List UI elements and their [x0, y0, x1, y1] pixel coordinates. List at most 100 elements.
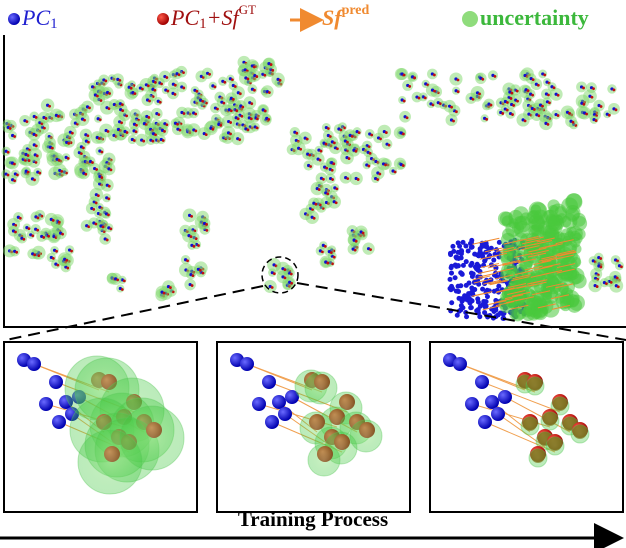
point [37, 254, 41, 258]
flow-arrow [495, 288, 514, 294]
point [498, 390, 512, 404]
point [547, 93, 550, 97]
point [13, 135, 17, 138]
point [488, 277, 494, 283]
point [96, 194, 100, 198]
point [476, 281, 482, 287]
zoom-panel [429, 341, 624, 513]
uncertainty-halo [511, 221, 525, 234]
point [49, 375, 63, 389]
flow-arrow [487, 263, 507, 269]
point [15, 250, 19, 254]
point [326, 127, 330, 130]
point [36, 216, 40, 220]
point [361, 231, 365, 235]
point [190, 284, 194, 287]
flow-arrow [520, 235, 539, 241]
point [272, 395, 286, 409]
point [91, 161, 94, 164]
point [609, 281, 613, 284]
point [269, 63, 273, 66]
point [50, 146, 54, 150]
point [478, 415, 492, 429]
flow-arrow [482, 305, 501, 311]
flow-arrow [496, 246, 515, 252]
flow-arrow [544, 243, 563, 249]
point [585, 112, 589, 116]
point [246, 77, 250, 81]
point [88, 106, 91, 110]
zoom-circle [261, 256, 299, 294]
uncertainty-halo [304, 371, 338, 405]
uncertainty-halo [501, 228, 515, 241]
point [599, 105, 603, 108]
point [523, 119, 527, 123]
flow-arrow [557, 263, 576, 269]
point [238, 92, 242, 96]
point [194, 112, 198, 116]
point [331, 178, 334, 181]
point [478, 92, 481, 96]
point [599, 257, 603, 260]
point [240, 357, 254, 371]
point [14, 230, 17, 234]
point [6, 173, 10, 177]
point [166, 89, 170, 93]
point [27, 227, 31, 231]
point [229, 109, 233, 113]
point [95, 94, 99, 98]
point [496, 283, 502, 289]
uncertainty-halo [529, 224, 542, 237]
point [252, 65, 256, 69]
point [378, 172, 382, 176]
point [469, 274, 475, 280]
point [134, 130, 138, 134]
uncertainty-halo [77, 429, 143, 495]
point [252, 397, 266, 411]
point [57, 220, 61, 224]
point [463, 243, 469, 249]
point-cloud [1, 55, 624, 322]
point [26, 154, 30, 157]
point [92, 208, 96, 211]
point [350, 135, 354, 138]
point [480, 286, 486, 292]
point [122, 279, 126, 283]
point [265, 415, 279, 429]
point [289, 272, 293, 276]
point [34, 133, 38, 137]
flow-arrow [494, 297, 513, 303]
point [107, 213, 110, 217]
point [455, 110, 458, 114]
point [465, 397, 479, 411]
point [455, 240, 461, 246]
point [449, 263, 455, 269]
flow-arrow [557, 251, 576, 257]
point [27, 357, 41, 371]
flow-arrow [510, 304, 529, 310]
point [458, 248, 464, 254]
flow-arrow [525, 236, 544, 242]
point [121, 109, 125, 113]
point [146, 84, 150, 88]
point [449, 300, 455, 306]
point [369, 248, 372, 252]
point [330, 168, 334, 172]
point [33, 178, 36, 182]
point [552, 86, 556, 90]
flow-arrow [527, 279, 546, 285]
flow-arrow [545, 282, 565, 288]
point [526, 89, 530, 93]
legend-label: PC1+SfGT [170, 2, 256, 32]
point [109, 168, 113, 172]
point [474, 308, 480, 314]
point [153, 81, 157, 84]
uncertainty-halo [554, 206, 566, 218]
point [485, 117, 489, 121]
flow-arrow [521, 245, 540, 251]
point [148, 99, 151, 103]
flow-arrow [530, 249, 549, 255]
point [511, 113, 514, 116]
point [230, 78, 234, 82]
uncertainty-core [528, 377, 542, 391]
